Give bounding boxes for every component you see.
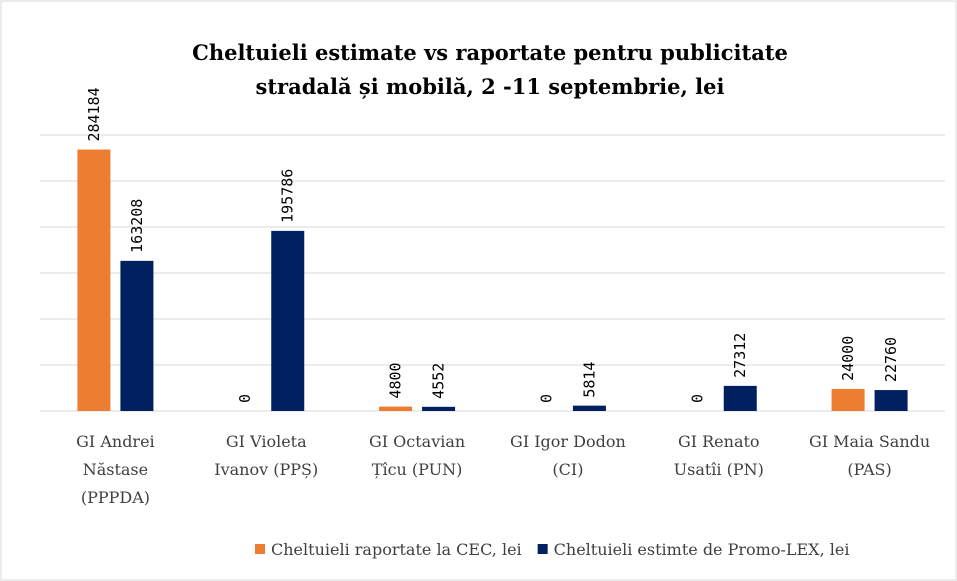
- value-label: 195786: [279, 169, 297, 223]
- x-tick-label: Ivanov (PPȘ): [214, 460, 318, 479]
- x-tick-label: Usatîi (PN): [674, 460, 764, 479]
- value-label: 5814: [580, 362, 598, 398]
- value-label: 4800: [387, 362, 405, 398]
- value-label: 284184: [85, 87, 103, 141]
- value-label: 22760: [882, 337, 900, 382]
- x-tick-label: GI Igor Dodon: [510, 432, 626, 451]
- bar: [874, 390, 908, 411]
- value-label: 0: [688, 394, 706, 403]
- x-tick-label: GI Violeta: [226, 432, 307, 451]
- value-label: 27312: [731, 333, 749, 378]
- x-tick-label: (PPPDA): [81, 488, 150, 507]
- chart-title: stradală și mobilă, 2 -11 septembrie, le…: [256, 74, 725, 99]
- value-label: 24000: [839, 336, 857, 381]
- x-tick-label: Țîcu (PUN): [372, 460, 463, 480]
- bar: [422, 406, 456, 411]
- legend-swatch: [255, 544, 265, 554]
- legend-label: Cheltuieli estimte de Promo-LEX, lei: [554, 540, 850, 559]
- value-label: 0: [537, 394, 555, 403]
- x-tick-label: GI Renato: [678, 432, 760, 451]
- bar: [723, 385, 757, 411]
- bar: [77, 149, 111, 411]
- x-tick-label: GI Maia Sandu: [809, 432, 930, 451]
- x-tick-label: (CI): [552, 460, 583, 479]
- chart-title: Cheltuieli estimate vs raportate pentru …: [192, 40, 788, 65]
- bar: [120, 260, 154, 411]
- value-label: 163208: [128, 199, 146, 253]
- x-tick-label: GI Andrei: [76, 432, 155, 451]
- bar: [271, 230, 305, 411]
- legend-label: Cheltuieli raportate la CEC, lei: [271, 540, 522, 559]
- x-tick-label: (PAS): [847, 460, 891, 479]
- legend-swatch: [537, 544, 548, 554]
- value-label: 4552: [430, 363, 448, 399]
- value-label: 0: [236, 394, 254, 403]
- bar: [572, 405, 606, 411]
- bar: [379, 406, 413, 411]
- bar: [831, 388, 865, 411]
- x-tick-label: GI Octavian: [369, 432, 465, 451]
- x-tick-label: Năstase: [83, 460, 148, 479]
